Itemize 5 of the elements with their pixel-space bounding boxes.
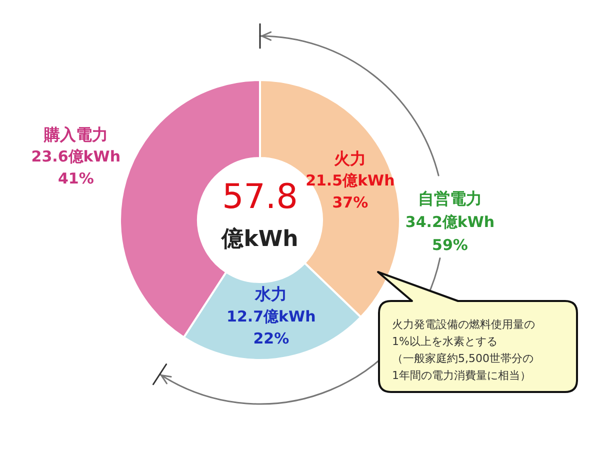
slice-label: 購入電力 [42,124,108,144]
text: 57.8 億kWh [220,177,298,252]
data-label: 23.6億kWh 41% [31,148,121,188]
text: 自営電力 34.2億kWh 59% [405,189,495,254]
data-label: 21.5億kWh 37% [306,172,395,212]
